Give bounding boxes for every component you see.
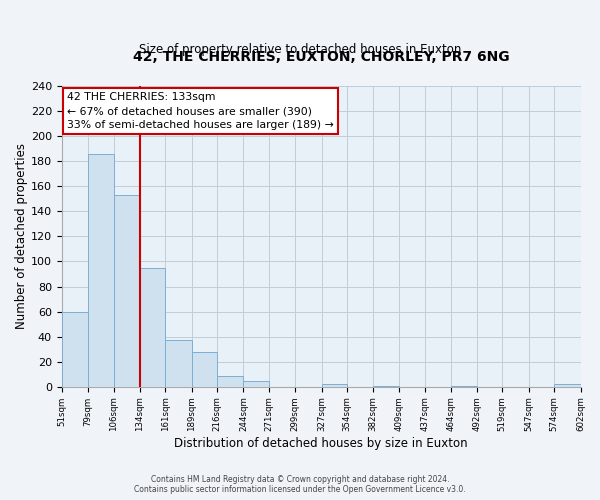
Text: 42 THE CHERRIES: 133sqm
← 67% of detached houses are smaller (390)
33% of semi-d: 42 THE CHERRIES: 133sqm ← 67% of detache… [67, 92, 334, 130]
Bar [554, 384, 581, 387]
Bar [62, 312, 88, 387]
Bar [191, 352, 217, 387]
Text: Contains HM Land Registry data © Crown copyright and database right 2024.: Contains HM Land Registry data © Crown c… [151, 475, 449, 484]
Bar [244, 380, 269, 387]
Bar [217, 376, 244, 387]
Bar [451, 386, 477, 387]
Y-axis label: Number of detached properties: Number of detached properties [15, 144, 28, 330]
Bar [88, 154, 113, 387]
X-axis label: Distribution of detached houses by size in Euxton: Distribution of detached houses by size … [175, 437, 468, 450]
Title: 42, THE CHERRIES, EUXTON, CHORLEY, PR7 6NG: 42, THE CHERRIES, EUXTON, CHORLEY, PR7 6… [133, 50, 509, 64]
Bar [166, 340, 191, 387]
Text: Contains public sector information licensed under the Open Government Licence v3: Contains public sector information licen… [134, 485, 466, 494]
Bar [140, 268, 166, 387]
Bar [113, 195, 140, 387]
Bar [373, 386, 399, 387]
Text: Size of property relative to detached houses in Euxton: Size of property relative to detached ho… [139, 42, 461, 56]
Bar [322, 384, 347, 387]
